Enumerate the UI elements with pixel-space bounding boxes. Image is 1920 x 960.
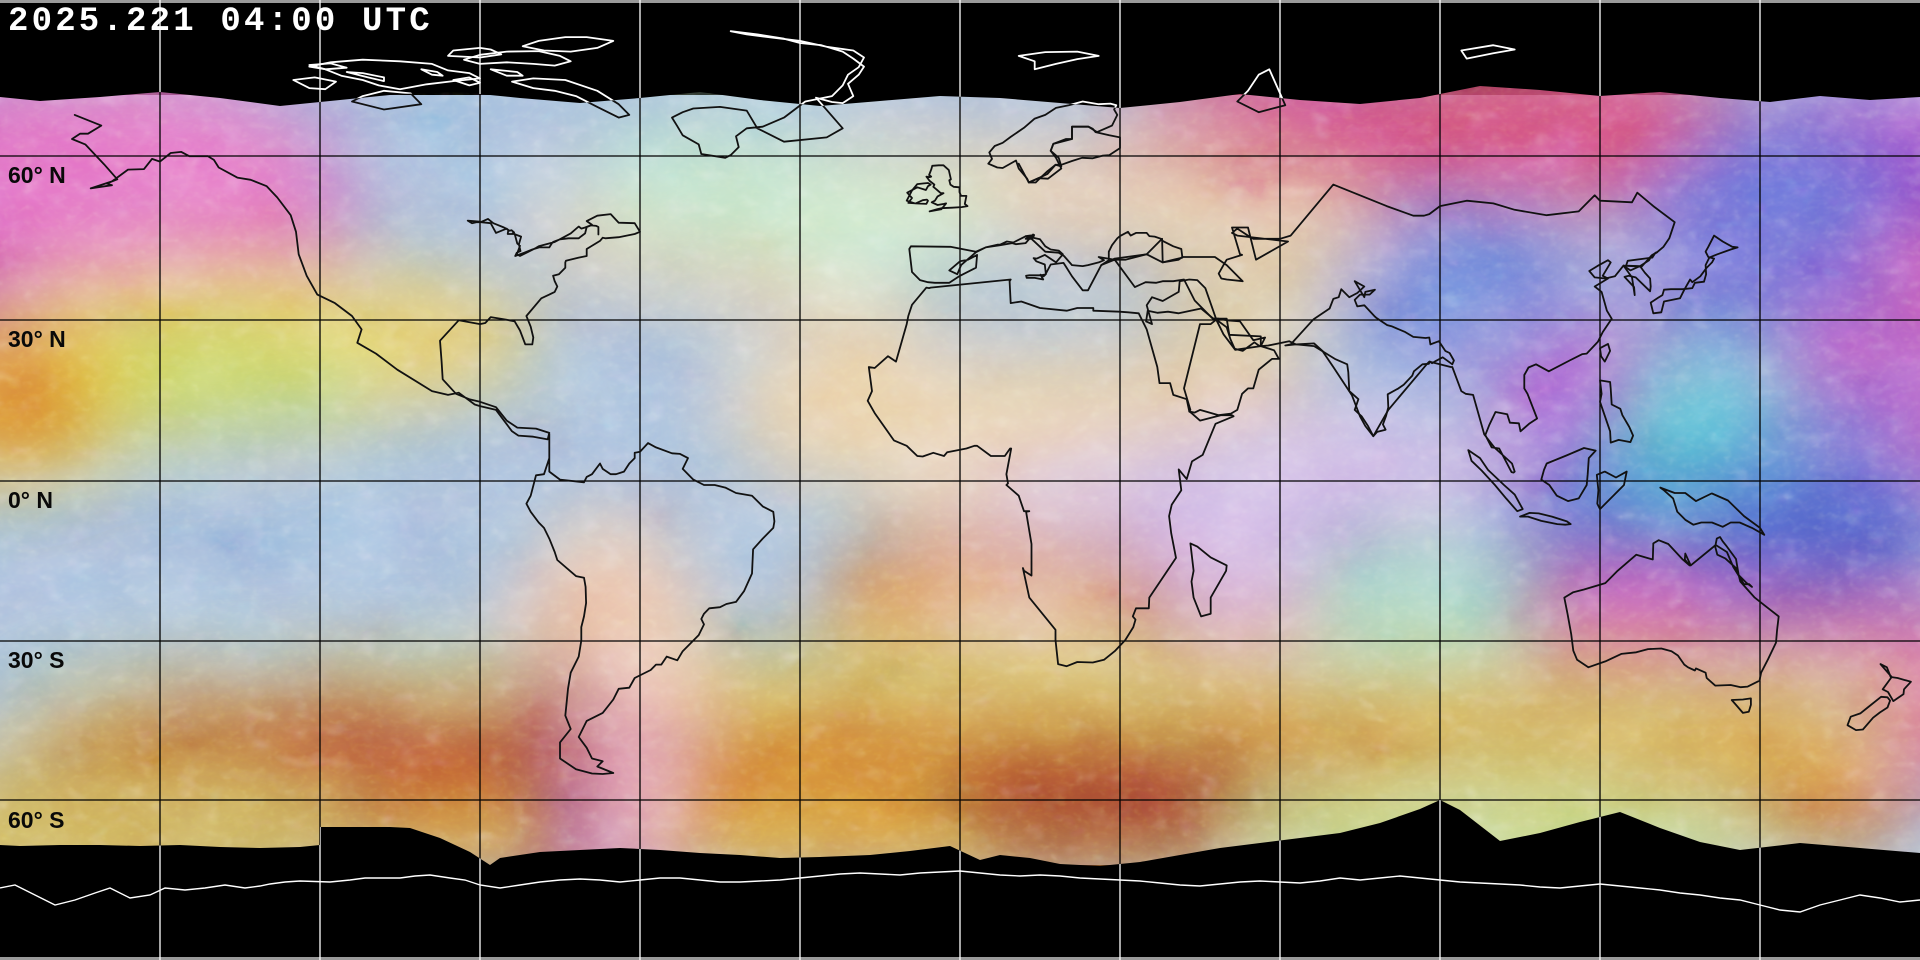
svg-text:2025.221 04:00 UTC: 2025.221 04:00 UTC [8, 3, 433, 41]
svg-text:30° N: 30° N [8, 326, 66, 352]
svg-text:30° S: 30° S [8, 647, 65, 673]
svg-text:60° N: 60° N [8, 162, 66, 188]
svg-text:60° S: 60° S [8, 807, 65, 833]
svg-text:0° N: 0° N [8, 487, 53, 513]
